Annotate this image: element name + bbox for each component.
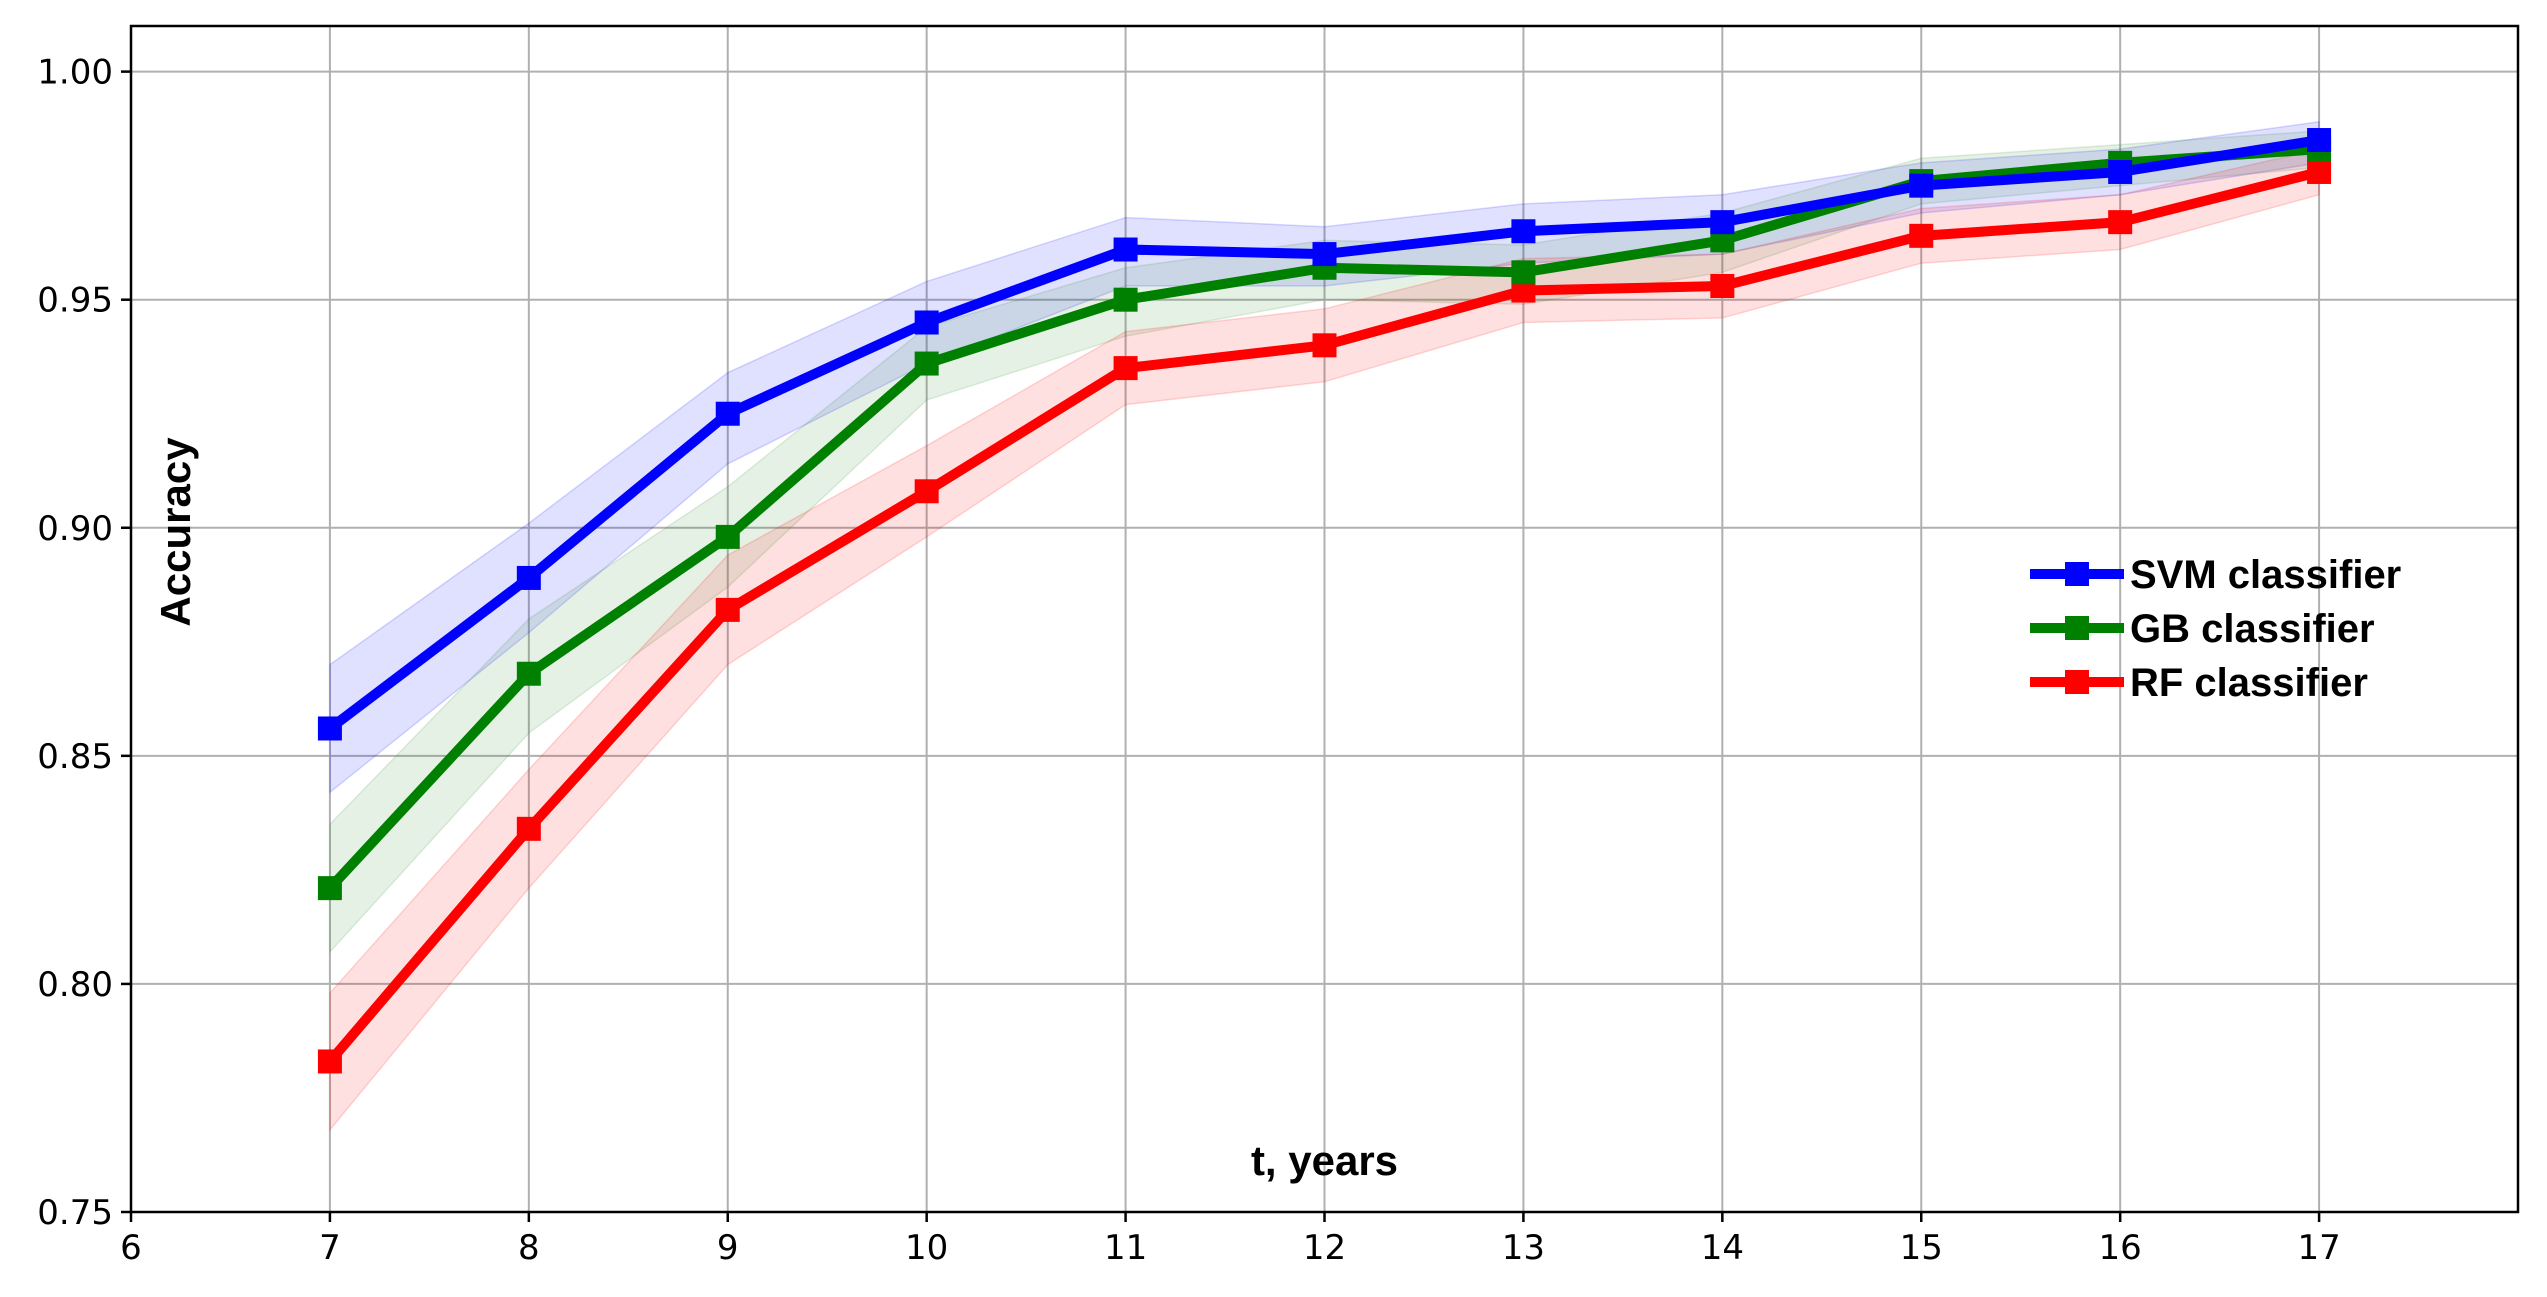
data-point-marker [1909,173,1934,198]
legend-label: GB classifier [2130,607,2375,651]
legend-label: RF classifier [2130,661,2368,705]
data-point-marker [317,716,342,741]
legend-marker [2065,670,2089,694]
data-point-marker [516,816,541,841]
data-point-marker [1511,219,1536,244]
x-tick-label: 14 [1701,1228,1744,1268]
x-tick-label: 8 [518,1228,540,1268]
y-tick-label: 0.90 [37,509,113,549]
data-point-marker [2307,159,2332,184]
data-point-marker [1113,287,1138,312]
x-tick-label: 10 [905,1228,948,1268]
data-point-marker [715,401,740,426]
legend-marker [2065,616,2089,640]
data-point-marker [715,524,740,549]
y-tick-label: 0.80 [37,965,113,1005]
y-tick-label: 0.95 [37,281,113,321]
data-point-marker [2307,128,2332,153]
x-axis-ticks: 6 7 8 9 10 11 12 13 14 15 16 17 [120,1212,2341,1268]
series-markers [317,128,2332,1074]
data-point-marker [1113,237,1138,262]
data-point-marker [516,661,541,686]
y-tick-label: 1.00 [37,53,113,93]
data-point-marker [2108,210,2133,235]
data-point-marker [715,597,740,622]
data-point-marker [914,310,939,335]
legend-marker [2065,562,2089,586]
x-tick-label: 7 [319,1228,341,1268]
x-tick-label: 15 [1900,1228,1943,1268]
x-tick-label: 9 [717,1228,739,1268]
data-point-marker [2108,159,2133,184]
data-point-marker [516,565,541,590]
data-point-marker [914,479,939,504]
x-tick-label: 16 [2099,1228,2142,1268]
x-axis-title: t, years [1251,1137,1398,1184]
y-tick-label: 0.75 [37,1193,113,1233]
data-point-marker [317,1049,342,1074]
data-point-marker [1710,274,1735,299]
y-axis-title: Accuracy [152,437,199,627]
data-point-marker [1113,356,1138,381]
y-axis-ticks: 0.75 0.80 0.85 0.90 0.95 1.00 [37,53,131,1233]
x-tick-label: 13 [1502,1228,1545,1268]
x-tick-label: 17 [2297,1228,2340,1268]
data-point-marker [1511,260,1536,285]
x-tick-label: 12 [1303,1228,1346,1268]
x-tick-label: 11 [1104,1228,1147,1268]
legend-label: SVM classifier [2130,553,2401,597]
x-tick-label: 6 [120,1228,142,1268]
data-point-marker [317,876,342,901]
data-point-marker [914,351,939,376]
data-point-marker [1909,223,1934,248]
legend: SVM classifier GB classifier RF classifier [2030,553,2401,705]
data-point-marker [1312,242,1337,267]
data-point-marker [1710,210,1735,235]
data-point-marker [1312,333,1337,358]
y-tick-label: 0.85 [37,737,113,777]
